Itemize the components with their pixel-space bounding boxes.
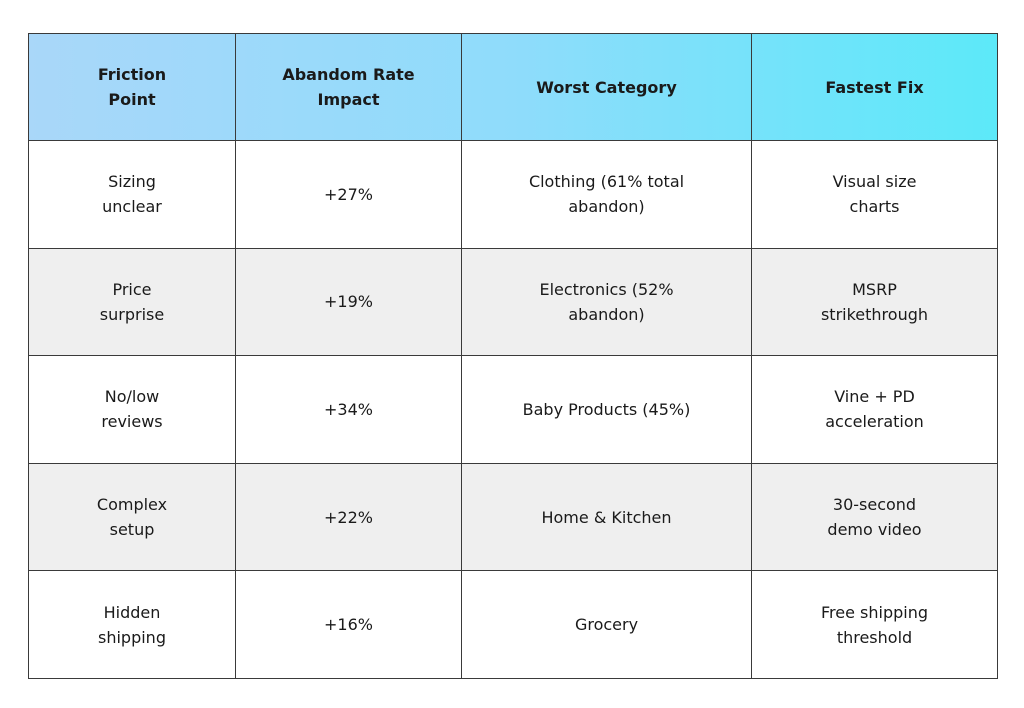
cell-text: Grocery xyxy=(574,615,639,635)
cell-text: Worst Category xyxy=(536,77,677,97)
cell-text: MSRP strikethrough xyxy=(820,279,929,324)
table-cell: Grocery xyxy=(461,570,752,679)
cell-text: Abandom Rate Impact xyxy=(282,65,415,109)
table-cell: +22% xyxy=(235,462,462,572)
cell-text: 30-second demo video xyxy=(827,495,922,540)
cell-text: Price surprise xyxy=(99,279,165,324)
table-body: Sizing unclear +27% Clothing (61% total ab… xyxy=(28,140,998,679)
header-cell: Friction Point xyxy=(28,33,236,141)
cell-text: Electronics (52% abandon) xyxy=(539,279,674,324)
cell-text: Fastest Fix xyxy=(825,77,924,97)
table-cell: Complex setup xyxy=(28,462,236,572)
cell-text: Hidden shipping xyxy=(98,602,166,647)
header-cell: Worst Category xyxy=(461,33,752,141)
cell-text: +16% xyxy=(324,615,373,635)
header-row: Friction Point Abandom Rate Impact Worst C… xyxy=(28,33,998,141)
table-row: No/low reviews +34% Baby Products (45%) Vin… xyxy=(28,355,998,464)
cell-text: +34% xyxy=(324,399,373,419)
header-cell: Fastest Fix xyxy=(751,33,998,141)
table-row: Complex setup +22% Home & Kitchen 30-second… xyxy=(28,462,998,572)
table-cell: Clothing (61% total abandon) xyxy=(461,140,752,249)
header-cell: Abandom Rate Impact xyxy=(235,33,462,141)
table-header: Friction Point Abandom Rate Impact Worst C… xyxy=(28,33,998,141)
cell-text: Friction Point xyxy=(97,65,167,109)
table-cell: Price surprise xyxy=(28,247,236,357)
cell-text: Complex setup xyxy=(96,495,168,540)
cell-text: Baby Products (45%) xyxy=(522,399,691,419)
table-row: Sizing unclear +27% Clothing (61% total ab… xyxy=(28,140,998,249)
friction-table: Friction Point Abandom Rate Impact Worst C… xyxy=(28,33,998,679)
cell-text: Visual size charts xyxy=(832,172,917,217)
cell-text: Clothing (61% total abandon) xyxy=(528,172,685,217)
cell-text: +22% xyxy=(324,507,373,527)
table-cell: +27% xyxy=(235,140,462,249)
cell-text: Sizing unclear xyxy=(102,172,162,217)
cell-text: No/low reviews xyxy=(101,387,163,432)
table-cell: +34% xyxy=(235,355,462,464)
table-cell: MSRP strikethrough xyxy=(751,247,998,357)
table-cell: Visual size charts xyxy=(751,140,998,249)
table-cell: No/low reviews xyxy=(28,355,236,464)
cell-text: +19% xyxy=(324,292,373,312)
table-cell: Free shipping threshold xyxy=(751,570,998,679)
table-cell: +19% xyxy=(235,247,462,357)
table-cell: Sizing unclear xyxy=(28,140,236,249)
table-cell: +16% xyxy=(235,570,462,679)
table-cell: Baby Products (45%) xyxy=(461,355,752,464)
table-cell: Hidden shipping xyxy=(28,570,236,679)
cell-text: +27% xyxy=(324,184,373,204)
cell-text: Free shipping threshold xyxy=(820,602,928,647)
table-row: Hidden shipping +16% Grocery Free shipping … xyxy=(28,570,998,679)
table-cell: Vine + PD acceleration xyxy=(751,355,998,464)
table-cell: 30-second demo video xyxy=(751,462,998,572)
table-cell: Home & Kitchen xyxy=(461,462,752,572)
table-cell: Electronics (52% abandon) xyxy=(461,247,752,357)
cell-text: Home & Kitchen xyxy=(541,507,672,527)
table-row: Price surprise +19% Electronics (52% aband… xyxy=(28,247,998,357)
cell-text: Vine + PD acceleration xyxy=(825,387,924,432)
